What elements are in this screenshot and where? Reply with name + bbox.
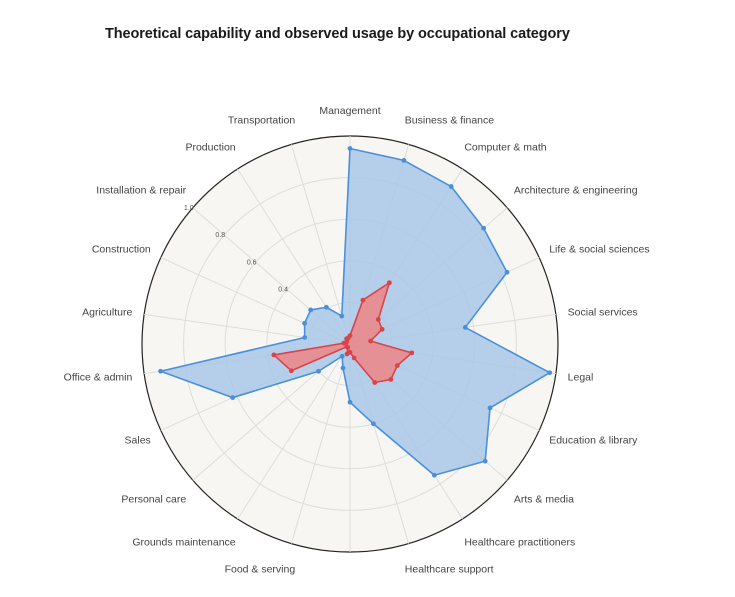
- series-1-point: [316, 368, 321, 374]
- category-label: Installation & repair: [96, 184, 186, 196]
- radial-tick-label: 0.4: [278, 287, 288, 294]
- category-label: Arts & media: [514, 494, 574, 506]
- series-2-point: [288, 368, 294, 374]
- category-label: Life & social sciences: [549, 243, 649, 255]
- category-label: Management: [319, 105, 380, 117]
- series-1-point: [347, 399, 353, 405]
- series-2-point: [375, 317, 381, 322]
- series-1-point: [158, 368, 163, 374]
- category-label: Grounds maintenance: [132, 536, 235, 548]
- series-2-point: [344, 351, 350, 357]
- series-2-point: [379, 326, 385, 332]
- series-1-point: [482, 458, 488, 464]
- category-label: Construction: [92, 243, 151, 255]
- category-label: Transportation: [228, 114, 295, 126]
- series-1-point: [302, 320, 307, 326]
- category-label: Production: [185, 142, 235, 154]
- series-2-point: [351, 355, 357, 361]
- series-1-point: [401, 157, 407, 163]
- series-1-point: [302, 335, 308, 340]
- category-label: Computer & math: [464, 142, 546, 154]
- category-label: Sales: [125, 435, 151, 447]
- radar-series: [158, 146, 553, 478]
- series-1-point: [462, 325, 468, 330]
- category-label: Healthcare practitioners: [464, 536, 575, 548]
- radar-spoke: [290, 144, 351, 345]
- category-label: Agriculture: [82, 306, 132, 318]
- radial-tick-labels: 0.4 0.6 0.8 1.0: [184, 205, 288, 294]
- series-2-point: [360, 297, 366, 303]
- radar-spoke: [237, 343, 351, 520]
- category-label: Legal: [568, 372, 594, 384]
- radial-tick-label: 0.8: [215, 232, 225, 239]
- radial-tick-label: 1.0: [184, 205, 194, 212]
- series-2-point: [388, 377, 394, 382]
- series-1-point: [448, 184, 454, 189]
- series-1-point: [504, 269, 510, 275]
- series-1-point: [371, 421, 376, 427]
- series-2-point: [368, 338, 373, 344]
- series-1-point: [308, 307, 314, 313]
- chart-title: Theoretical capability and observed usag…: [105, 26, 570, 42]
- category-label: Business & finance: [405, 114, 494, 126]
- category-labels: Management Business & finance Computer & m…: [64, 105, 650, 576]
- category-label: Architecture & engineering: [514, 184, 638, 196]
- series-1-point: [323, 304, 329, 310]
- series-2-point: [271, 352, 277, 358]
- series-1-point: [339, 313, 345, 319]
- series-1-point: [481, 225, 487, 231]
- category-label: Healthcare support: [405, 564, 494, 576]
- category-label: Education & library: [549, 435, 638, 447]
- series-2-point: [345, 335, 351, 341]
- series-2-point: [372, 380, 378, 385]
- category-label: Food & serving: [225, 564, 296, 576]
- series-1-point: [347, 146, 353, 151]
- series-1-point: [340, 365, 346, 371]
- category-label: Social services: [568, 306, 638, 318]
- radial-tick-label: 0.6: [247, 259, 257, 266]
- series-1-point: [339, 353, 345, 359]
- series-1-point: [230, 395, 236, 400]
- series-2-point: [344, 344, 350, 350]
- category-label: Personal care: [121, 494, 186, 506]
- radar-spoke: [290, 343, 351, 544]
- series-1-point: [487, 405, 493, 411]
- series-2-point: [409, 350, 415, 356]
- series-2-point: [386, 280, 392, 286]
- series-1-point: [547, 370, 553, 376]
- series-2-point: [394, 363, 400, 369]
- category-label: Office & admin: [64, 372, 133, 384]
- series-1-point: [431, 472, 437, 478]
